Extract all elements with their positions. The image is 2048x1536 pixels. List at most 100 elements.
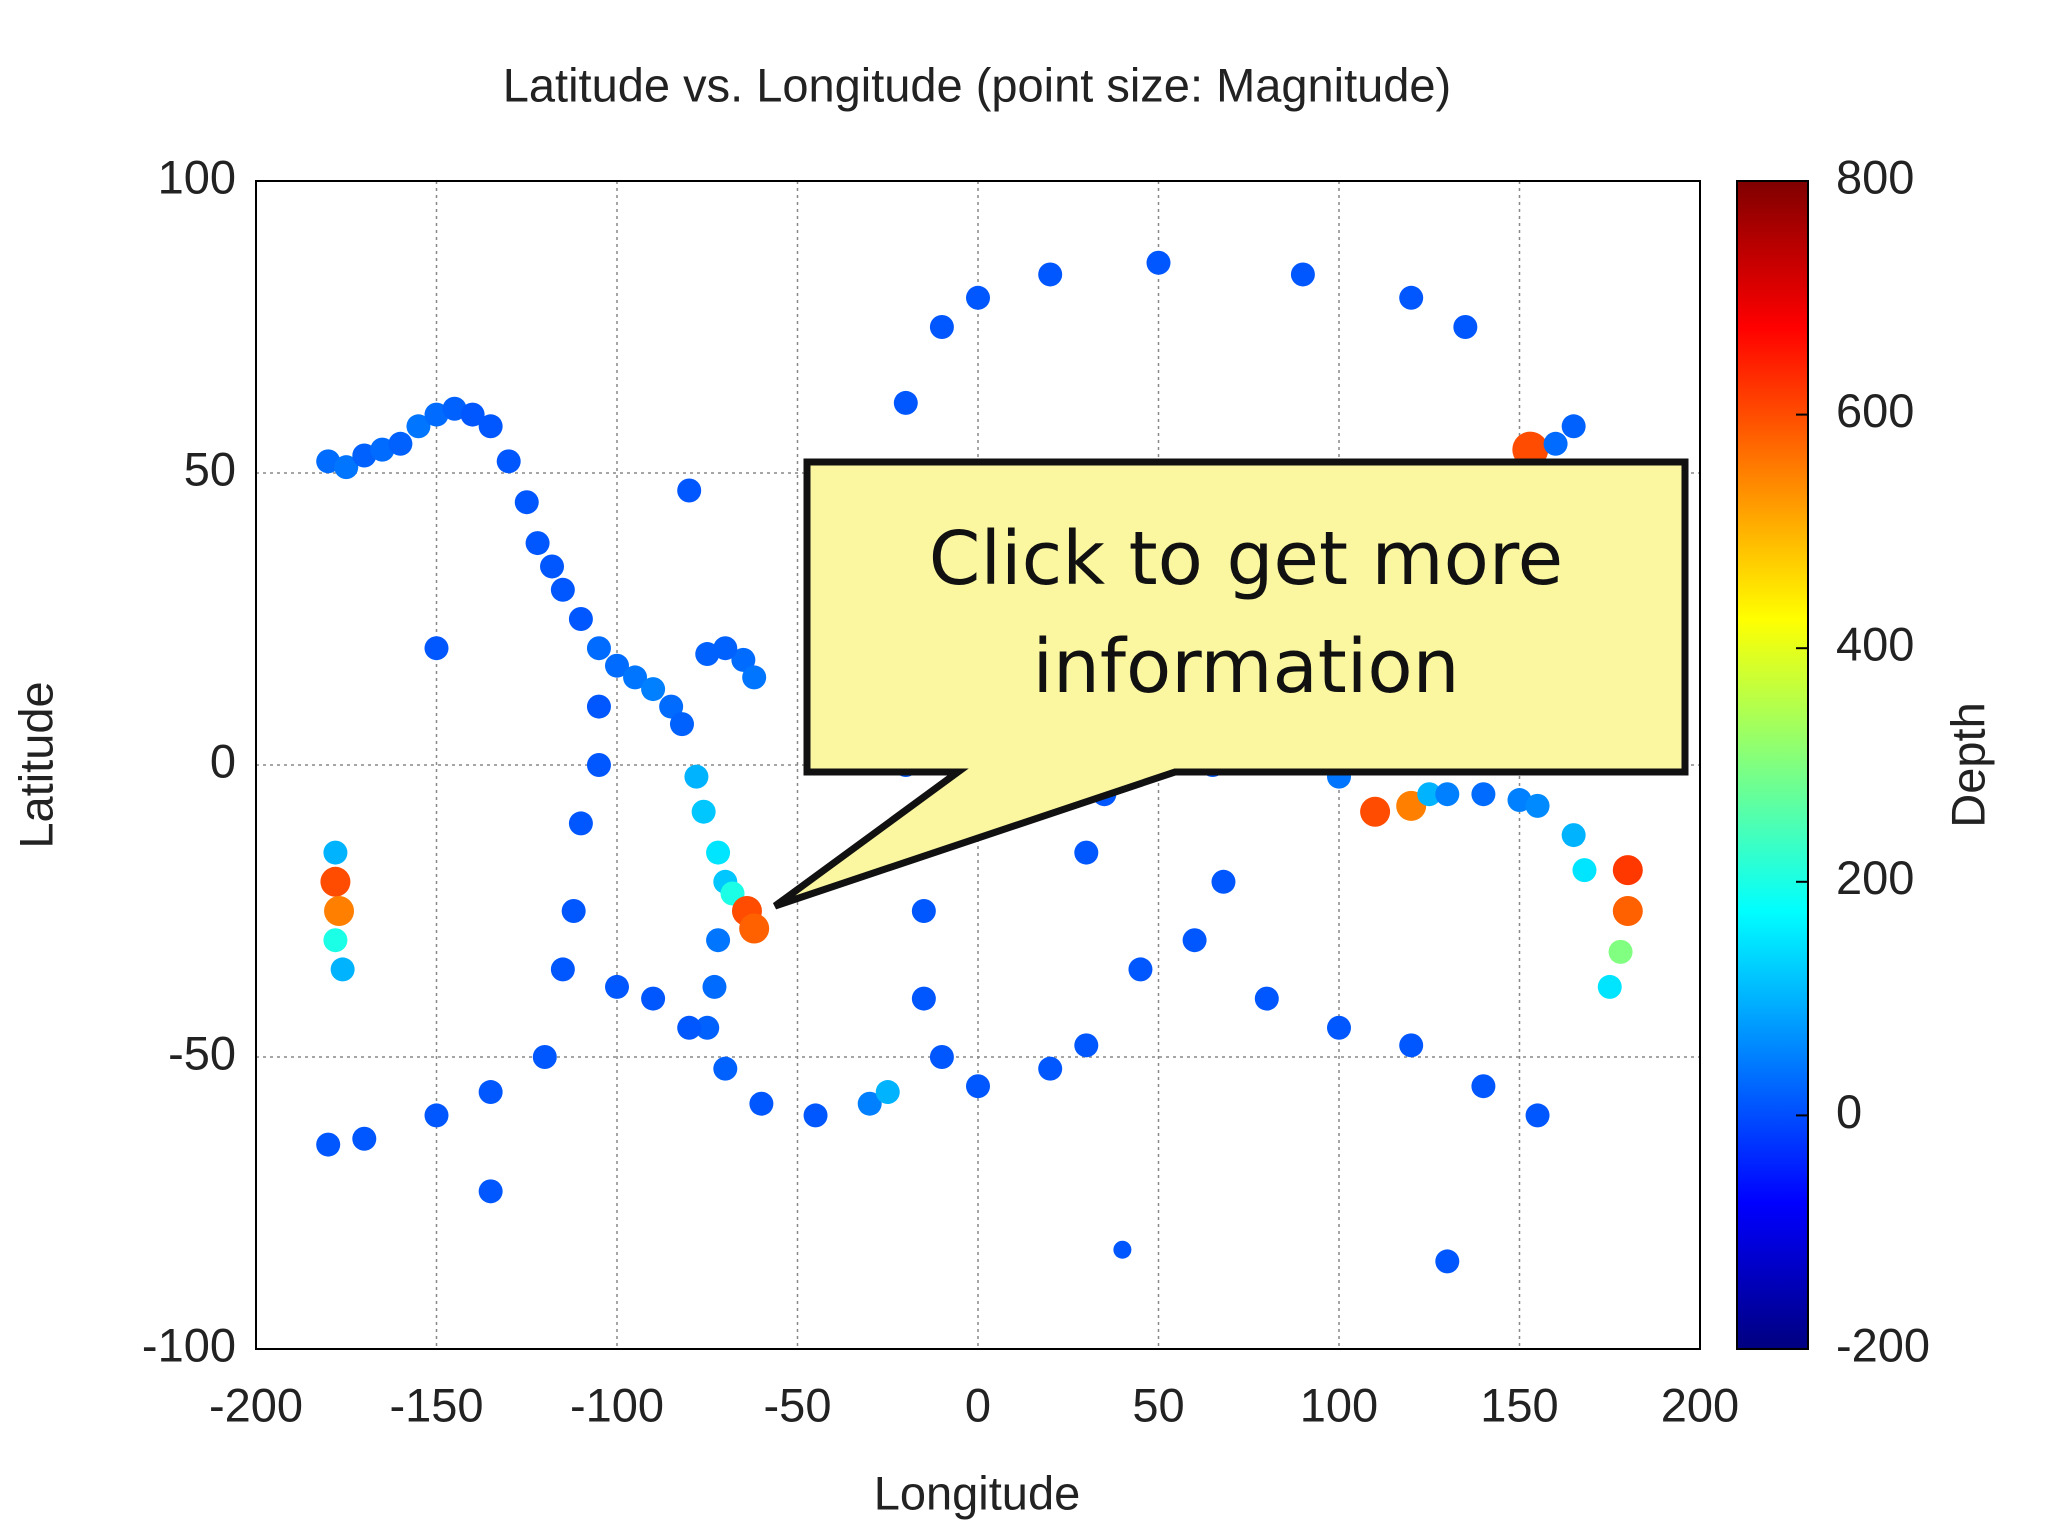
data-point	[1128, 957, 1153, 982]
data-point	[1435, 1249, 1460, 1274]
data-point	[324, 896, 355, 926]
data-point	[803, 1103, 828, 1128]
data-point	[749, 1091, 774, 1116]
data-point	[1211, 869, 1236, 894]
chart-title: Latitude vs. Longitude (point size: Magn…	[503, 58, 1451, 111]
data-point	[316, 449, 341, 474]
data-point	[1074, 840, 1099, 865]
data-point	[713, 1056, 738, 1081]
data-point	[1543, 431, 1568, 456]
data-point	[706, 840, 731, 865]
data-point	[1612, 896, 1643, 926]
data-point	[677, 1015, 702, 1040]
data-point	[1417, 782, 1442, 807]
data-point	[568, 607, 593, 631]
data-point	[525, 531, 550, 556]
x-tick-label: 100	[1300, 1378, 1378, 1431]
data-point	[352, 443, 377, 468]
y-tick-label: 50	[184, 442, 236, 495]
data-point	[695, 642, 720, 667]
data-point	[1182, 928, 1207, 953]
data-point	[1254, 986, 1279, 1011]
data-point	[1399, 285, 1424, 310]
data-point	[1146, 250, 1171, 275]
x-tick-label: 150	[1480, 1378, 1558, 1431]
callout-text[interactable]: Click to get more information	[928, 516, 1564, 710]
y-tick-label: -100	[142, 1318, 236, 1371]
data-point	[731, 647, 756, 672]
data-point	[496, 449, 521, 474]
data-point	[1290, 262, 1315, 287]
data-point	[966, 285, 990, 310]
colorbar-tick-label: 0	[1836, 1085, 1862, 1138]
data-point	[540, 554, 565, 579]
data-point	[713, 636, 738, 661]
data-point	[1612, 855, 1643, 886]
data-point	[550, 957, 575, 982]
data-point	[893, 390, 918, 415]
data-point	[424, 402, 449, 427]
colorbar-tick-label: -200	[1836, 1318, 1930, 1371]
data-point	[586, 753, 611, 777]
data-point	[370, 437, 395, 462]
x-tick-label: 50	[1132, 1378, 1184, 1431]
y-tick-label: 0	[210, 734, 236, 787]
data-point	[1327, 1015, 1351, 1040]
data-point	[478, 1080, 503, 1105]
data-point	[929, 1045, 954, 1069]
callout-box[interactable]	[772, 458, 1689, 910]
data-point	[706, 928, 731, 953]
colorbar	[1736, 180, 1809, 1350]
data-point	[857, 1091, 882, 1116]
data-point	[1525, 793, 1550, 818]
data-point	[1608, 939, 1633, 964]
x-tick-label: -100	[570, 1378, 664, 1431]
data-point	[742, 665, 767, 690]
data-point	[320, 866, 351, 897]
x-tick-label: -150	[389, 1378, 483, 1431]
data-point	[1525, 1103, 1550, 1128]
data-point	[568, 811, 593, 836]
data-point	[316, 1132, 341, 1157]
data-point	[334, 455, 359, 480]
data-point	[330, 957, 355, 982]
colorbar-tick-label: 400	[1836, 618, 1914, 671]
data-point	[929, 315, 954, 339]
data-point	[641, 677, 666, 702]
data-point	[1038, 262, 1063, 287]
data-point	[623, 665, 648, 690]
data-point	[514, 490, 539, 515]
data-point	[691, 799, 716, 824]
data-point	[424, 636, 449, 661]
data-point	[323, 928, 348, 953]
data-point	[669, 712, 694, 737]
colorbar-tick-label: 800	[1836, 150, 1914, 203]
data-point	[702, 974, 727, 999]
data-point	[1597, 974, 1622, 999]
data-point	[1453, 315, 1478, 339]
y-tick-label: 100	[158, 150, 236, 203]
colorbar-label: Depth	[1941, 702, 1994, 827]
data-point	[532, 1045, 557, 1069]
data-point	[586, 636, 611, 661]
data-point	[739, 913, 770, 944]
data-point	[1561, 414, 1586, 439]
plot-frame	[255, 180, 1701, 1350]
data-point	[561, 899, 586, 923]
data-point	[1113, 1240, 1132, 1259]
data-point	[388, 431, 413, 456]
x-tick-label: -50	[764, 1378, 832, 1431]
data-point	[641, 986, 666, 1011]
data-point	[1038, 1056, 1063, 1081]
data-point	[875, 1080, 900, 1105]
data-point	[586, 694, 611, 719]
colorbar-tick-label: 600	[1836, 384, 1914, 437]
x-axis-label: Longitude	[874, 1466, 1080, 1519]
data-point	[1399, 1033, 1424, 1058]
data-point	[684, 764, 709, 789]
data-point	[966, 1074, 990, 1099]
data-point	[352, 1126, 377, 1151]
data-point	[478, 414, 503, 439]
